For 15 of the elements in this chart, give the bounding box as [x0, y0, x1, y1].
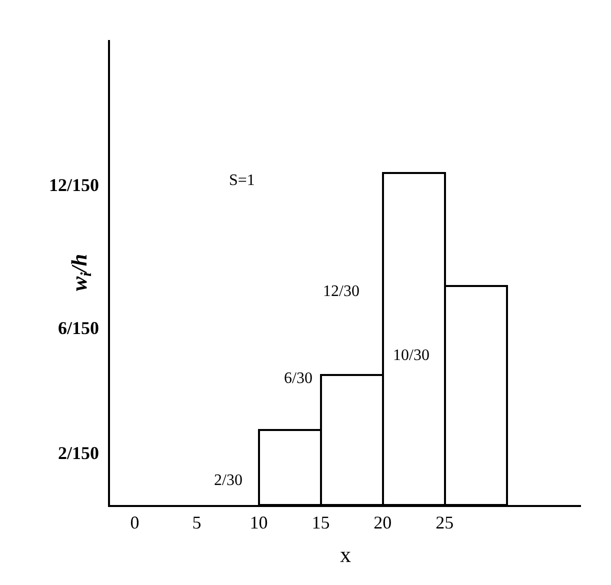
annotation: 12/30	[323, 283, 360, 300]
text: 12/150	[49, 175, 100, 195]
annotation: 10/30	[393, 347, 430, 364]
annotation: S=1	[229, 172, 255, 189]
x-tick-label: 0	[130, 512, 140, 533]
x-tick-label: 5	[192, 512, 202, 533]
annotation: 6/30	[284, 370, 312, 387]
text: 2/150	[58, 443, 100, 463]
x-tick-label: 20	[374, 512, 392, 533]
x-tick-label: 25	[436, 512, 454, 533]
text: 6/150	[58, 318, 100, 338]
x-tick-label: 15	[312, 512, 330, 533]
x-tick-label: 10	[250, 512, 268, 533]
annotation: 2/30	[214, 472, 242, 489]
x-axis-title: x	[340, 542, 351, 567]
